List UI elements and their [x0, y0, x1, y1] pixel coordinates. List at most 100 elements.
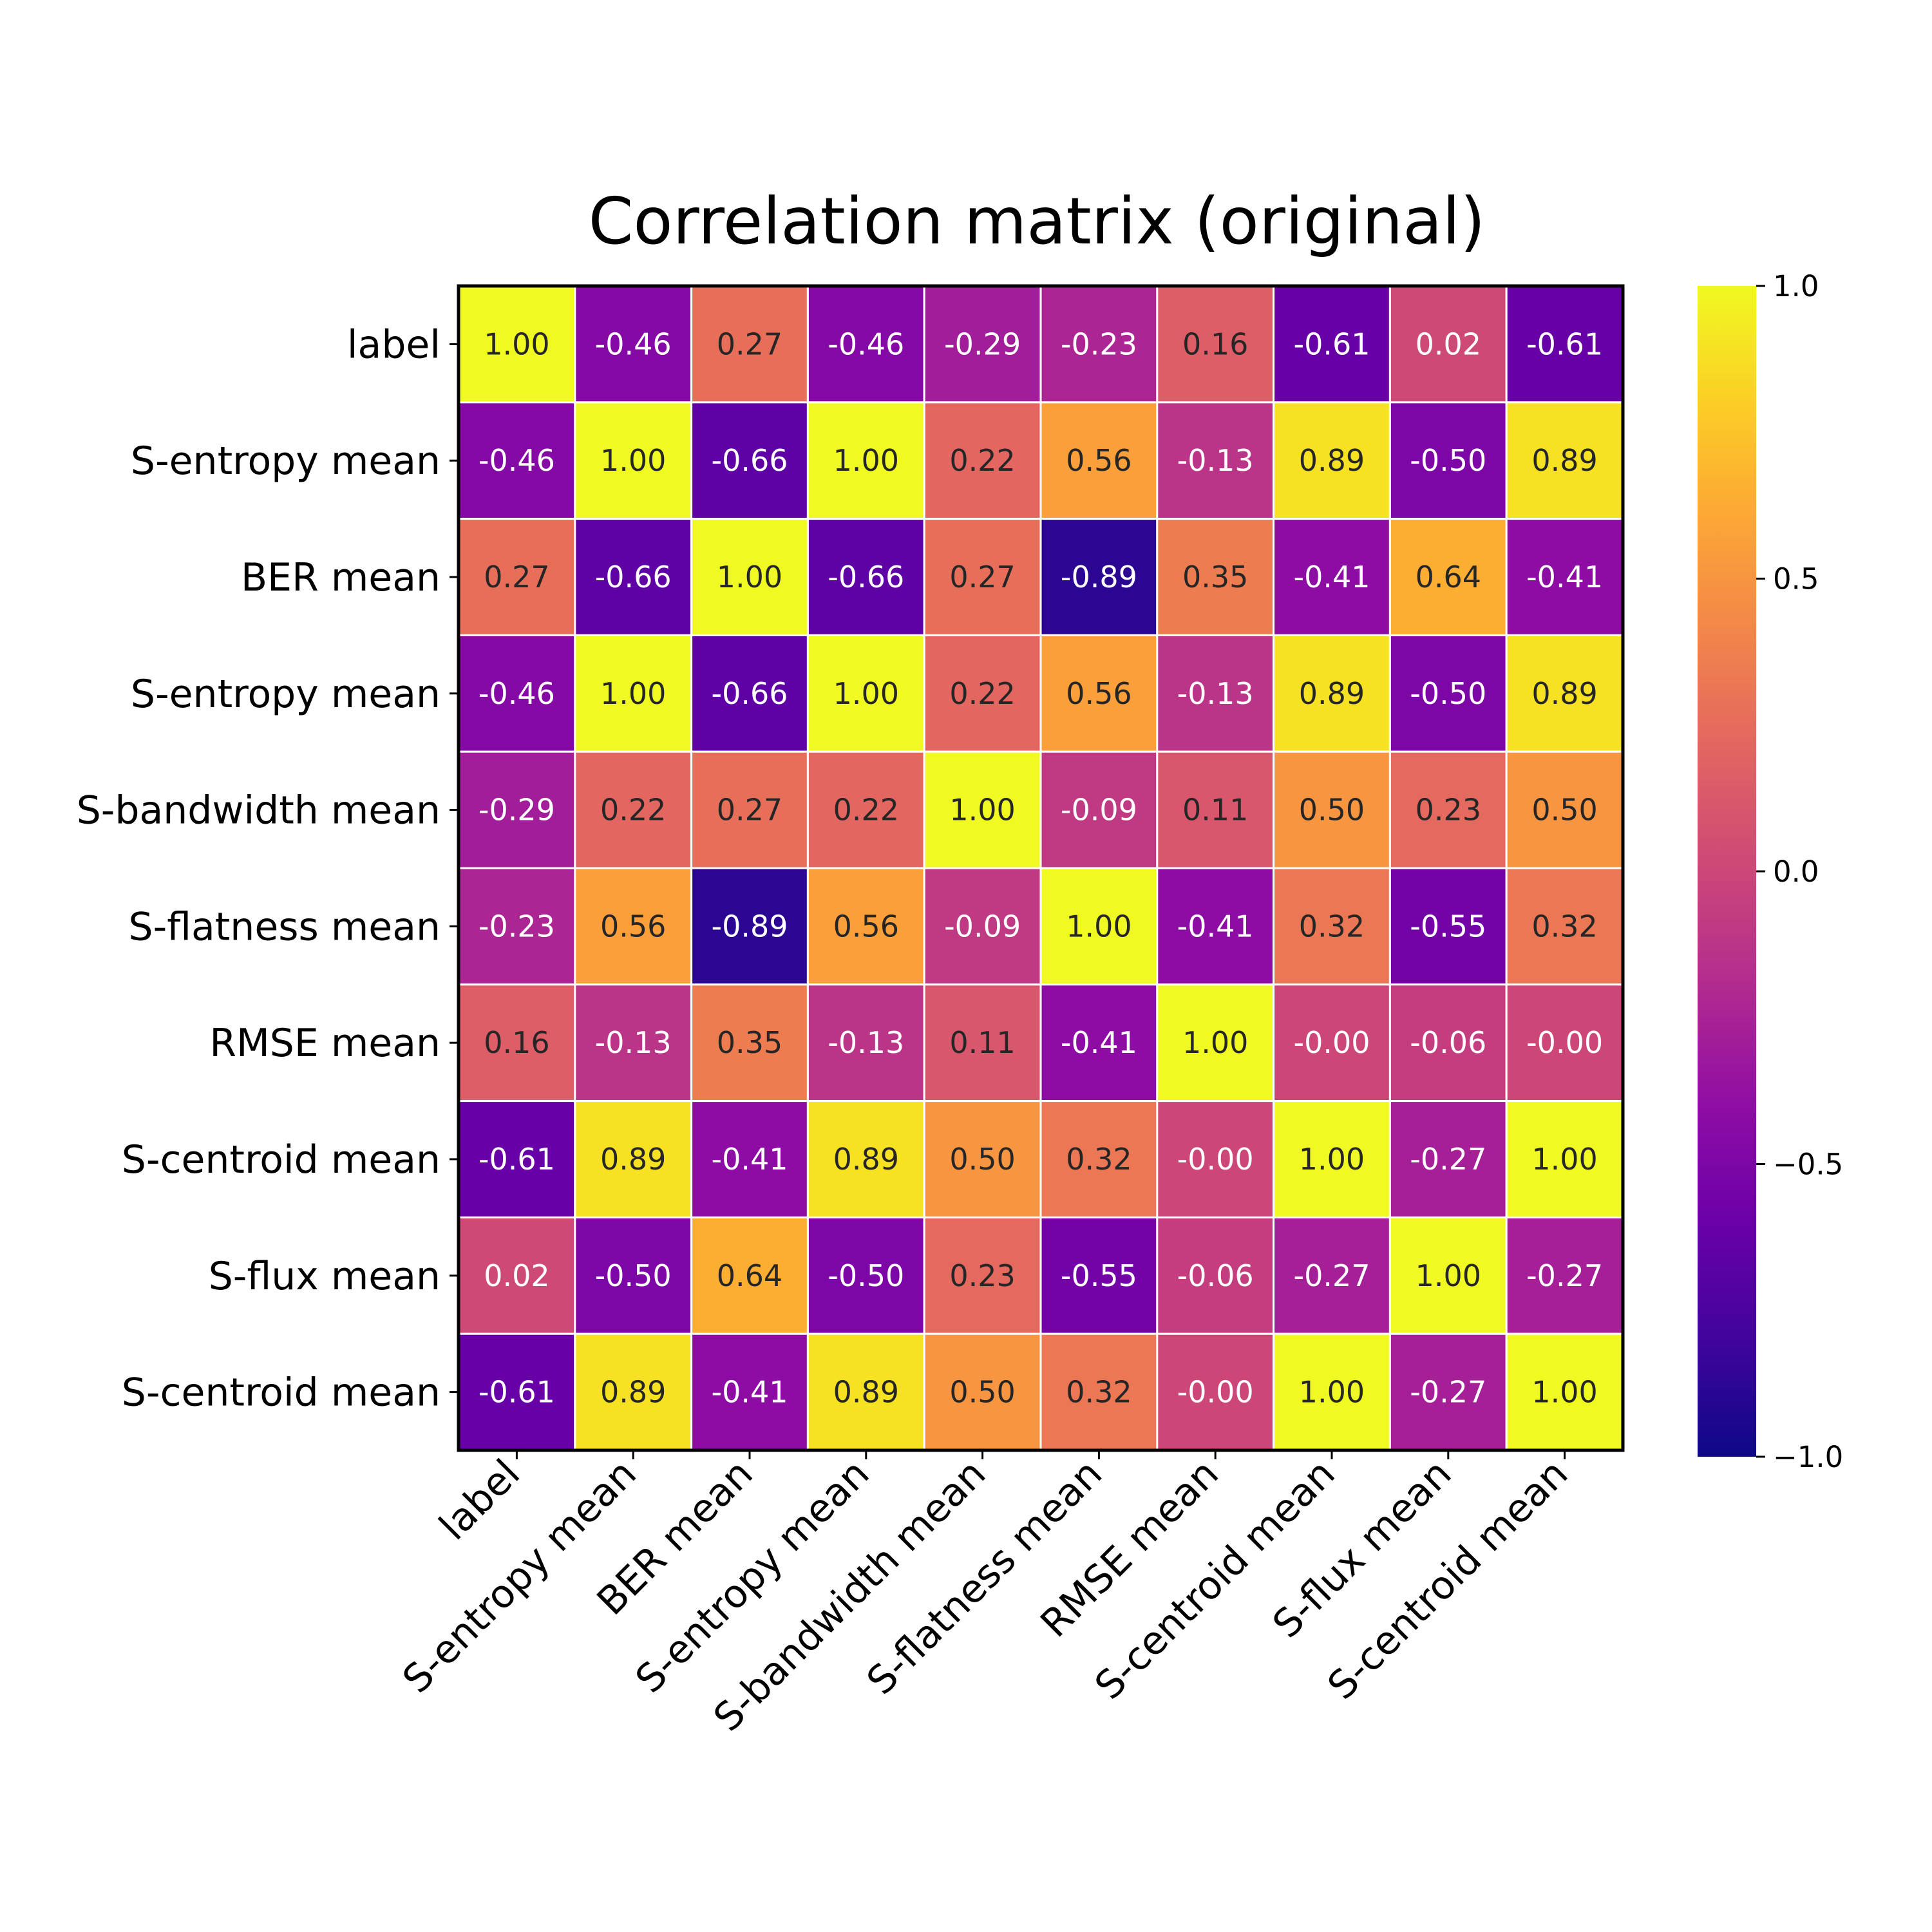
- heatmap-cell-r8-c8: [1388, 1216, 1508, 1335]
- heatmap-value-label-r9-c4: 0.50: [949, 1375, 1015, 1410]
- heatmap-cell-r7-c5: [1039, 1100, 1159, 1218]
- y-tick-label-4: S-bandwidth mean: [77, 788, 440, 833]
- heatmap-value-label-r6-c4: 0.11: [949, 1025, 1015, 1060]
- heatmap-value-label-r3-c3: 1.00: [833, 676, 899, 711]
- heatmap-value-label-r4-c6: 0.11: [1182, 793, 1248, 828]
- heatmap-value-label-r6-c0: 0.16: [484, 1025, 549, 1060]
- heatmap-cell-r0-c7: [1273, 285, 1391, 404]
- heatmap-value-label-r9-c6: -0.00: [1177, 1375, 1254, 1410]
- heatmap-cell-r2-c8: [1388, 518, 1508, 636]
- heatmap-value-label-r9-c8: -0.27: [1410, 1375, 1486, 1410]
- heatmap-value-label-r3-c6: -0.13: [1177, 676, 1254, 711]
- heatmap-value-label-r0-c9: -0.61: [1526, 327, 1603, 361]
- heatmap-cell-r9-c6: [1156, 1332, 1275, 1452]
- heatmap-cell-r2-c1: [574, 518, 693, 636]
- colorbar-tick-label-2: 0.0: [1773, 855, 1819, 889]
- heatmap-cell-r7-c4: [923, 1100, 1042, 1218]
- heatmap-cell-r4-c5: [1039, 750, 1159, 869]
- heatmap-cell-r5-c5: [1039, 867, 1159, 986]
- heatmap-cell-r8-c4: [923, 1216, 1042, 1335]
- heatmap-value-label-r8-c6: -0.06: [1177, 1258, 1254, 1293]
- heatmap-cell-r2-c7: [1273, 518, 1391, 636]
- heatmap-value-label-r6-c6: 1.00: [1182, 1025, 1248, 1060]
- heatmap-cell-r3-c0: [457, 634, 576, 753]
- heatmap-value-label-r7-c4: 0.50: [949, 1142, 1015, 1177]
- heatmap-value-label-r1-c8: -0.50: [1410, 443, 1486, 478]
- heatmap-value-label-r8-c0: 0.02: [484, 1258, 549, 1293]
- heatmap-value-label-r2-c8: 0.64: [1416, 560, 1481, 594]
- heatmap-value-label-r5-c2: -0.89: [711, 909, 788, 943]
- heatmap-value-label-r8-c5: -0.55: [1061, 1258, 1137, 1293]
- heatmap-cell-r2-c0: [457, 518, 576, 636]
- heatmap-value-label-r5-c5: 1.00: [1066, 909, 1132, 943]
- y-tick-label-3: S-entropy mean: [131, 672, 440, 717]
- heatmap-value-label-r6-c1: -0.13: [595, 1025, 672, 1060]
- heatmap-value-label-r5-c6: -0.41: [1177, 909, 1254, 943]
- heatmap-value-label-r1-c4: 0.22: [949, 443, 1015, 478]
- heatmap-value-label-r0-c0: 1.00: [484, 327, 549, 361]
- heatmap-cell-r5-c2: [690, 867, 809, 986]
- heatmap-cell-r4-c2: [690, 750, 809, 869]
- heatmap-cell-r7-c2: [690, 1100, 809, 1218]
- heatmap-value-label-r5-c4: -0.09: [944, 909, 1021, 943]
- heatmap-value-label-r6-c7: -0.00: [1293, 1025, 1370, 1060]
- heatmap-value-label-r3-c8: -0.50: [1410, 676, 1486, 711]
- heatmap-value-label-r1-c5: 0.56: [1066, 443, 1132, 478]
- colorbar-tick-label-1: 0.5: [1773, 562, 1819, 596]
- heatmap-value-label-r1-c7: 0.89: [1299, 443, 1365, 478]
- heatmap-cell-r7-c3: [806, 1100, 925, 1218]
- heatmap-value-label-r9-c1: 0.89: [600, 1375, 666, 1410]
- heatmap-value-label-r8-c1: -0.50: [595, 1258, 672, 1293]
- heatmap-cell-r7-c8: [1388, 1100, 1508, 1218]
- heatmap-value-label-r4-c2: 0.27: [717, 793, 782, 828]
- y-tick-label-5: S-flatness mean: [128, 904, 440, 949]
- heatmap-value-label-r0-c2: 0.27: [717, 327, 782, 361]
- heatmap-value-label-r3-c2: -0.66: [711, 676, 788, 711]
- heatmap-cell-r9-c5: [1039, 1332, 1159, 1452]
- heatmap-value-label-r7-c8: -0.27: [1410, 1142, 1486, 1177]
- heatmap-value-label-r0-c5: -0.23: [1061, 327, 1137, 361]
- heatmap-cell-r1-c8: [1388, 401, 1508, 520]
- heatmap-value-label-r3-c0: -0.46: [478, 676, 555, 711]
- heatmap-value-label-r1-c3: 1.00: [833, 443, 899, 478]
- heatmap-cell-r1-c1: [574, 401, 693, 520]
- y-tick-label-0: label: [347, 322, 440, 367]
- heatmap-value-label-r2-c7: -0.41: [1293, 560, 1370, 594]
- heatmap-cell-r5-c4: [923, 867, 1042, 986]
- heatmap-value-label-r4-c3: 0.22: [833, 793, 899, 828]
- heatmap-value-label-r8-c8: 1.00: [1416, 1258, 1481, 1293]
- heatmap-cell-r0-c0: [457, 285, 576, 404]
- heatmap-cell-r2-c4: [923, 518, 1042, 636]
- colorbar-tick-label-4: −1.0: [1773, 1440, 1843, 1474]
- heatmap-value-label-r1-c0: -0.46: [478, 443, 555, 478]
- heatmap-value-label-r3-c5: 0.56: [1066, 676, 1132, 711]
- heatmap-value-label-r3-c9: 0.89: [1531, 676, 1597, 711]
- colorbar-tick-label-3: −0.5: [1773, 1148, 1843, 1182]
- heatmap-cell-r6-c9: [1505, 983, 1624, 1103]
- heatmap-value-label-r3-c1: 1.00: [600, 676, 666, 711]
- heatmap-value-label-r2-c3: -0.66: [828, 560, 904, 594]
- chart-title: Correlation matrix (original): [589, 184, 1486, 259]
- heatmap-cell-r6-c5: [1039, 983, 1159, 1103]
- heatmap-value-label-r4-c8: 0.23: [1416, 793, 1481, 828]
- heatmap-value-label-r5-c9: 0.32: [1531, 909, 1597, 943]
- heatmap-value-label-r7-c2: -0.41: [711, 1142, 788, 1177]
- heatmap-value-label-r0-c8: 0.02: [1416, 327, 1481, 361]
- heatmap-cell-r4-c4: [923, 750, 1042, 869]
- heatmap-cell-r2-c2: [690, 518, 809, 636]
- heatmap-value-label-r3-c7: 0.89: [1299, 676, 1365, 711]
- heatmap-value-label-r9-c9: 1.00: [1531, 1375, 1597, 1410]
- heatmap-value-label-r8-c7: -0.27: [1293, 1258, 1370, 1293]
- heatmap-cell-r0-c5: [1039, 285, 1159, 404]
- heatmap-value-label-r4-c5: -0.09: [1061, 793, 1137, 828]
- heatmap-cell-r9-c3: [806, 1332, 925, 1452]
- heatmap-cell-r7-c1: [574, 1100, 693, 1218]
- y-tick-label-9: S-centroid mean: [122, 1370, 440, 1416]
- colorbar-ticks: 1.0 0.5 0.0 −0.5 −1.0: [1756, 269, 1843, 1474]
- y-tick-label-7: S-centroid mean: [122, 1137, 440, 1182]
- heatmap-cell-r6-c0: [457, 983, 576, 1103]
- heatmap-cell-r1-c7: [1273, 401, 1391, 520]
- heatmap-cell-r4-c9: [1505, 750, 1624, 869]
- heatmap-value-label-r9-c2: -0.41: [711, 1375, 788, 1410]
- heatmap-value-label-r4-c7: 0.50: [1299, 793, 1365, 828]
